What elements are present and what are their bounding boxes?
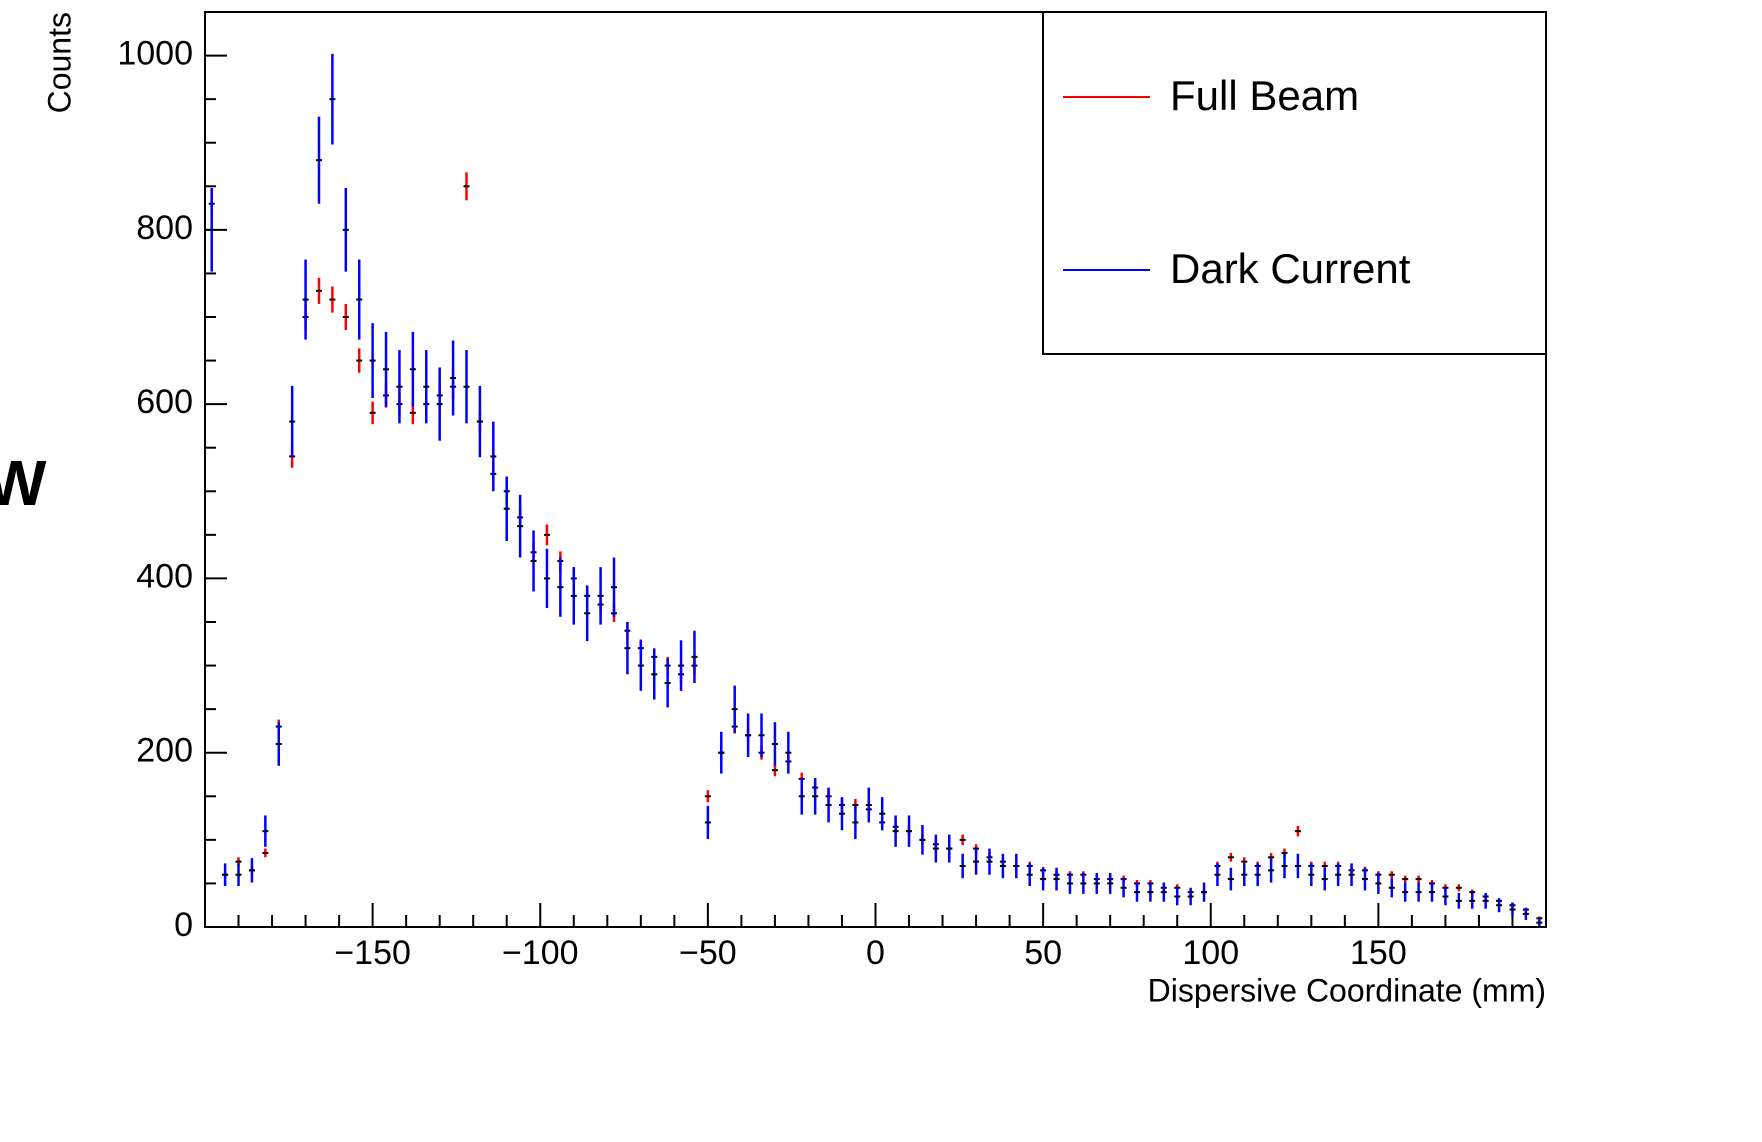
- legend-label: Full Beam: [1170, 72, 1359, 119]
- x-tick-label: −150: [334, 934, 411, 972]
- y-tick-label: 600: [136, 383, 193, 421]
- x-tick-label: −50: [679, 934, 737, 972]
- y-tick-label: 0: [174, 906, 193, 944]
- x-tick-label: 0: [866, 934, 885, 972]
- y-tick-label: 1000: [117, 35, 193, 73]
- x-axis-title: Dispersive Coordinate (mm): [1148, 972, 1546, 1008]
- y-tick-label: 800: [136, 209, 193, 247]
- legend-box: [1042, 11, 1547, 355]
- side-text: W: [0, 447, 47, 519]
- x-tick-label: 50: [1024, 934, 1062, 972]
- x-tick-label: 100: [1182, 934, 1239, 972]
- y-axis-title: Counts: [41, 12, 77, 113]
- x-tick-label: 150: [1350, 934, 1407, 972]
- y-tick-label: 400: [136, 557, 193, 595]
- legend-label: Dark Current: [1170, 245, 1411, 292]
- x-tick-label: −100: [502, 934, 579, 972]
- y-tick-label: 200: [136, 732, 193, 770]
